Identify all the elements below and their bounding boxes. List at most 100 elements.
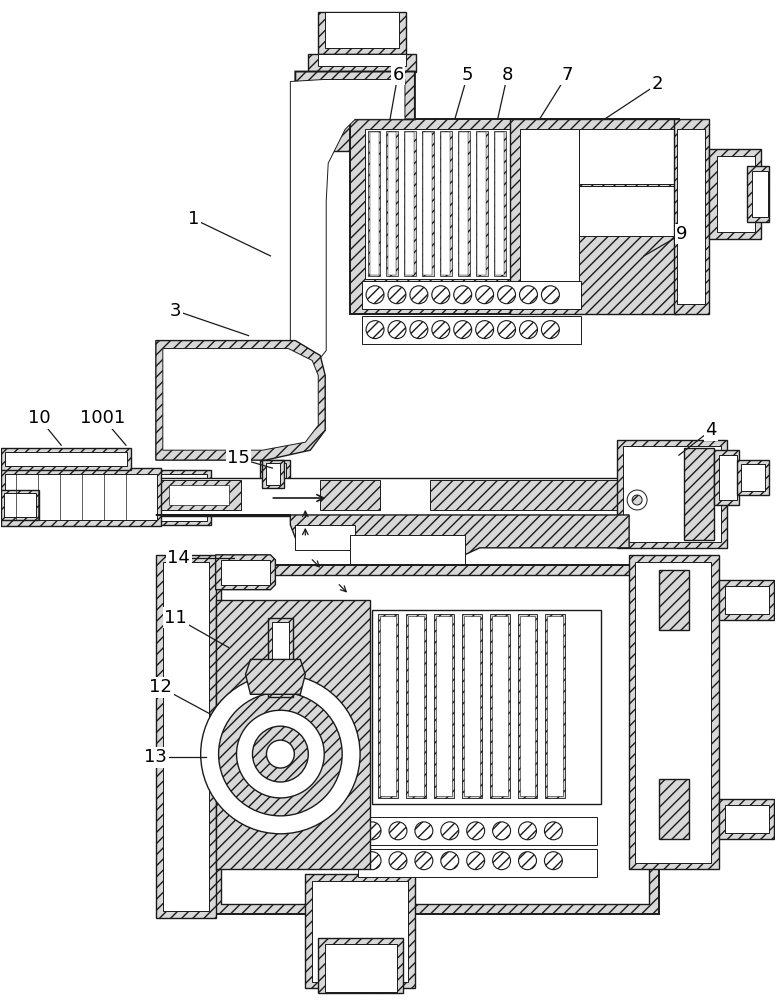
Bar — [380, 616, 396, 796]
Bar — [318, 12, 406, 54]
Bar — [442, 132, 450, 275]
Bar — [617, 440, 727, 548]
Bar — [350, 535, 465, 565]
Circle shape — [431, 286, 450, 304]
Bar — [305, 874, 415, 988]
Text: 4: 4 — [705, 421, 716, 439]
Bar — [408, 616, 424, 796]
Circle shape — [454, 321, 472, 339]
Bar — [519, 616, 535, 796]
Circle shape — [363, 852, 381, 870]
Bar — [320, 480, 380, 510]
Bar — [462, 614, 482, 798]
Circle shape — [441, 852, 459, 870]
Bar — [747, 166, 769, 222]
Polygon shape — [163, 562, 209, 911]
Circle shape — [519, 286, 538, 304]
Circle shape — [441, 822, 459, 840]
Bar — [220, 575, 649, 904]
Bar — [350, 119, 679, 314]
Bar — [677, 129, 705, 304]
Bar — [308, 54, 416, 72]
Circle shape — [627, 490, 647, 510]
Text: 15: 15 — [227, 449, 250, 467]
Bar — [714, 450, 739, 505]
Circle shape — [497, 286, 515, 304]
Text: 1: 1 — [188, 210, 199, 228]
Circle shape — [545, 822, 563, 840]
Polygon shape — [156, 515, 629, 565]
Bar — [495, 132, 504, 275]
Bar — [387, 132, 397, 275]
Circle shape — [389, 852, 407, 870]
Bar — [436, 616, 452, 796]
Bar — [220, 560, 270, 585]
Bar — [296, 525, 355, 550]
Bar — [547, 616, 563, 796]
Circle shape — [410, 321, 428, 339]
Bar — [262, 460, 284, 488]
Bar — [261, 460, 290, 482]
Polygon shape — [156, 341, 325, 460]
Bar — [546, 614, 566, 798]
Bar — [510, 119, 679, 314]
Text: 13: 13 — [144, 748, 168, 766]
Text: 2: 2 — [651, 75, 663, 93]
Circle shape — [389, 822, 407, 840]
Bar — [405, 132, 414, 275]
Bar — [404, 131, 416, 276]
Bar — [422, 131, 434, 276]
Bar — [362, 316, 581, 344]
Circle shape — [219, 692, 342, 816]
Bar — [736, 460, 769, 495]
Bar — [156, 478, 629, 516]
Bar — [494, 131, 506, 276]
Circle shape — [266, 740, 294, 768]
Circle shape — [410, 286, 428, 304]
Bar — [268, 618, 293, 697]
Circle shape — [466, 852, 485, 870]
Bar — [424, 132, 432, 275]
Bar — [659, 779, 689, 839]
Polygon shape — [161, 351, 255, 438]
Bar — [434, 614, 454, 798]
Bar — [2, 448, 131, 470]
Circle shape — [493, 852, 511, 870]
Bar — [623, 446, 721, 542]
Bar — [458, 131, 469, 276]
Bar — [464, 616, 480, 796]
Bar — [325, 12, 399, 48]
Circle shape — [363, 822, 381, 840]
Bar — [490, 614, 510, 798]
Bar — [725, 805, 769, 833]
Bar — [378, 614, 398, 798]
Circle shape — [366, 321, 384, 339]
Polygon shape — [216, 555, 275, 590]
Bar — [580, 129, 679, 184]
Circle shape — [493, 822, 511, 840]
Circle shape — [388, 321, 406, 339]
Text: 6: 6 — [393, 66, 404, 84]
Circle shape — [632, 495, 642, 505]
Bar — [266, 463, 280, 485]
Bar — [719, 455, 736, 500]
Text: 12: 12 — [149, 678, 172, 696]
Bar — [717, 156, 755, 232]
Bar — [325, 944, 397, 992]
Bar — [372, 610, 601, 804]
Circle shape — [431, 321, 450, 339]
Polygon shape — [229, 80, 405, 420]
Circle shape — [237, 710, 324, 798]
Bar — [362, 281, 581, 309]
Polygon shape — [163, 349, 318, 450]
Bar — [741, 464, 764, 491]
Polygon shape — [245, 659, 305, 694]
Circle shape — [542, 321, 559, 339]
Polygon shape — [169, 359, 248, 432]
Circle shape — [476, 286, 494, 304]
Bar — [358, 849, 598, 877]
Polygon shape — [156, 555, 216, 918]
Text: 7: 7 — [562, 66, 573, 84]
Bar — [159, 474, 206, 521]
Bar — [2, 490, 40, 520]
